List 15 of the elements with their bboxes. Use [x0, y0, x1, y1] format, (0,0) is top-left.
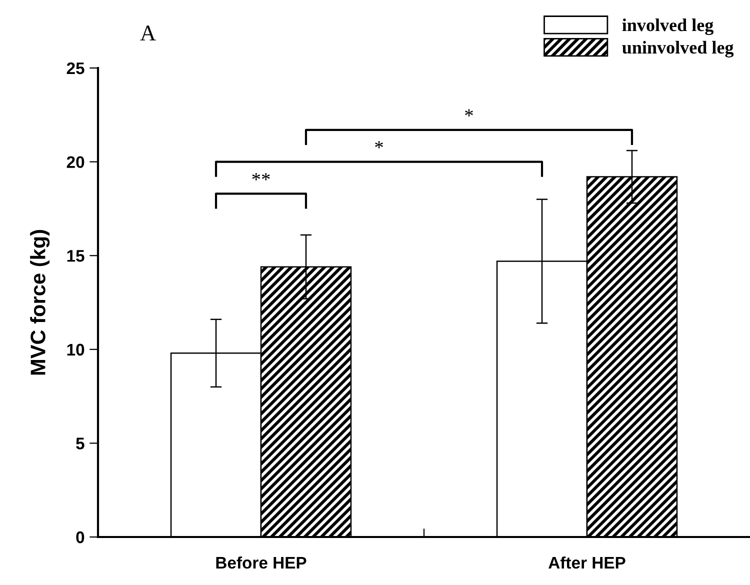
y-tick-label: 20	[66, 156, 84, 168]
y-tick-label: 15	[67, 250, 84, 262]
chart-title: A	[140, 26, 156, 40]
y-tick-label: 5	[76, 438, 84, 450]
x-tick-label: Before HEP	[216, 556, 306, 569]
legend-label: uninvolved leg	[622, 40, 734, 58]
y-axis-title: MVC force (kg)	[30, 230, 50, 375]
annotation: **	[252, 173, 270, 180]
legend-label: involved leg	[622, 18, 714, 36]
y-tick-label: 10	[67, 344, 84, 356]
x-tick-label: After HEP	[548, 556, 626, 569]
annotation: *	[375, 141, 383, 148]
y-tick-label: 0	[76, 531, 84, 544]
y-tick-label: 25	[66, 62, 84, 74]
annotation: *	[465, 109, 473, 116]
